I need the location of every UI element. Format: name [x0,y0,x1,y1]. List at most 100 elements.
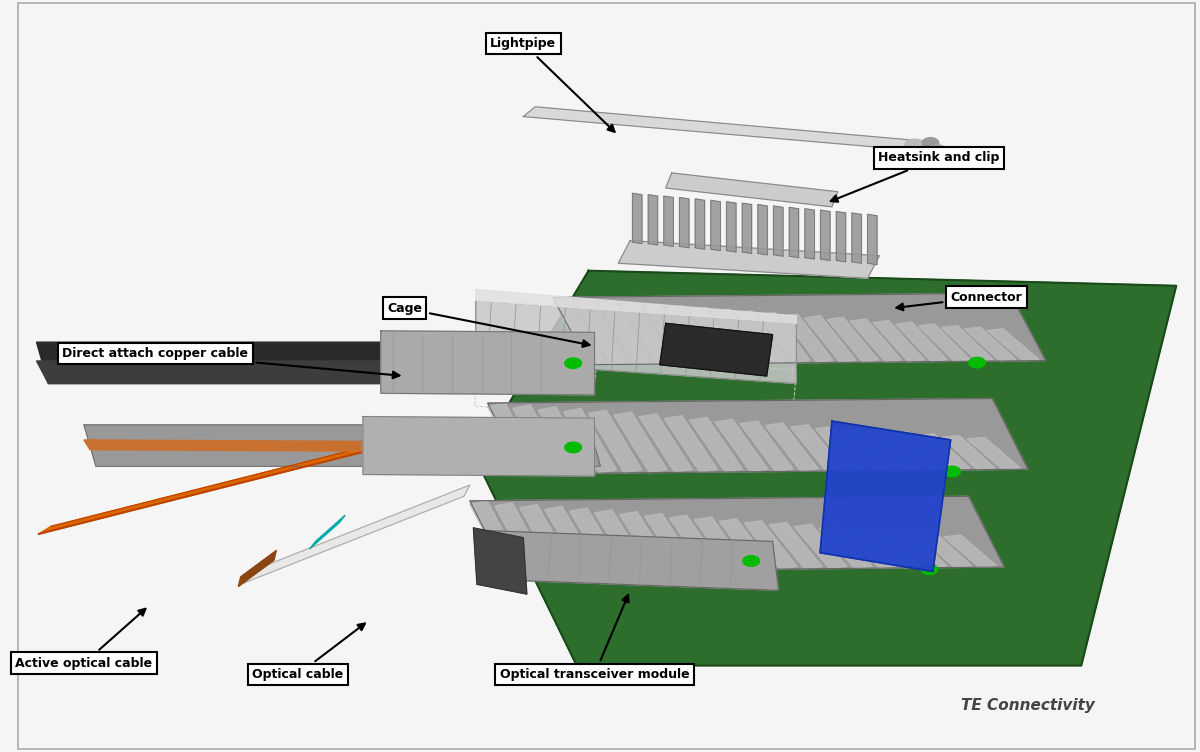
Polygon shape [644,514,697,570]
Polygon shape [719,519,773,569]
Polygon shape [648,195,658,245]
Polygon shape [743,203,751,253]
Polygon shape [726,202,736,252]
Polygon shape [872,320,924,362]
Text: Connector: Connector [896,290,1022,311]
Circle shape [922,138,938,148]
Circle shape [905,139,925,153]
Polygon shape [965,327,1016,361]
Polygon shape [988,329,1039,361]
Circle shape [920,564,937,575]
Polygon shape [599,301,650,364]
Polygon shape [758,312,810,363]
Polygon shape [913,144,956,167]
Polygon shape [794,524,847,569]
Polygon shape [679,198,689,248]
Polygon shape [245,485,470,583]
Polygon shape [622,302,673,364]
Polygon shape [494,502,548,572]
Polygon shape [545,506,598,571]
Polygon shape [894,532,947,568]
Polygon shape [892,432,944,470]
Polygon shape [943,535,997,567]
Polygon shape [474,528,527,594]
Polygon shape [818,526,872,569]
Polygon shape [852,213,862,263]
Polygon shape [790,208,799,258]
Polygon shape [644,304,696,364]
Text: Lightpipe: Lightpipe [491,37,614,132]
Text: TE Connectivity: TE Connectivity [961,698,1094,713]
Polygon shape [362,417,594,476]
Polygon shape [38,440,392,534]
Polygon shape [695,517,748,569]
Polygon shape [805,209,815,259]
Polygon shape [942,435,995,470]
Circle shape [743,556,760,566]
Polygon shape [769,523,822,569]
Polygon shape [667,305,719,364]
Polygon shape [666,173,838,207]
Polygon shape [781,314,833,362]
Polygon shape [917,434,970,470]
Polygon shape [841,429,894,471]
Polygon shape [821,210,830,260]
Polygon shape [967,438,1020,469]
Polygon shape [619,511,672,570]
Text: Direct attach copper cable: Direct attach copper cable [62,347,400,378]
Polygon shape [850,319,901,362]
Circle shape [968,357,985,368]
Polygon shape [866,430,919,471]
Polygon shape [36,342,594,384]
Polygon shape [538,407,592,473]
Polygon shape [804,316,856,362]
Polygon shape [487,399,1028,474]
Polygon shape [836,211,846,262]
Polygon shape [632,193,642,244]
Text: Optical cable: Optical cable [252,623,365,681]
Polygon shape [520,505,572,571]
Text: Active optical cable: Active optical cable [16,609,152,670]
Polygon shape [618,241,880,278]
Polygon shape [715,420,768,472]
Polygon shape [475,271,1176,666]
Polygon shape [84,440,374,451]
Polygon shape [36,361,594,384]
Polygon shape [942,326,994,361]
Polygon shape [470,501,523,572]
Polygon shape [869,529,922,568]
Polygon shape [475,530,779,590]
Polygon shape [758,205,767,255]
Polygon shape [844,528,896,569]
Polygon shape [84,425,600,466]
Polygon shape [710,200,720,250]
Polygon shape [475,290,797,323]
Polygon shape [588,411,642,473]
Polygon shape [660,323,773,376]
Polygon shape [690,308,742,363]
Polygon shape [713,309,764,363]
Polygon shape [791,425,844,471]
Text: Cage: Cage [388,302,589,347]
Circle shape [565,358,582,368]
Text: Optical transceiver module: Optical transceiver module [499,595,689,681]
Polygon shape [736,311,787,363]
Polygon shape [774,206,784,256]
Polygon shape [239,550,276,587]
Polygon shape [380,331,594,395]
Polygon shape [640,414,692,472]
Polygon shape [695,199,704,249]
Polygon shape [664,196,673,247]
Polygon shape [594,510,648,570]
Polygon shape [740,421,793,472]
Polygon shape [523,107,926,150]
Polygon shape [310,515,346,549]
Polygon shape [563,408,617,473]
Polygon shape [766,423,818,472]
Polygon shape [553,293,1045,365]
Polygon shape [670,515,722,570]
Polygon shape [665,416,718,472]
Polygon shape [487,403,541,474]
Polygon shape [570,508,623,571]
Polygon shape [512,405,566,474]
